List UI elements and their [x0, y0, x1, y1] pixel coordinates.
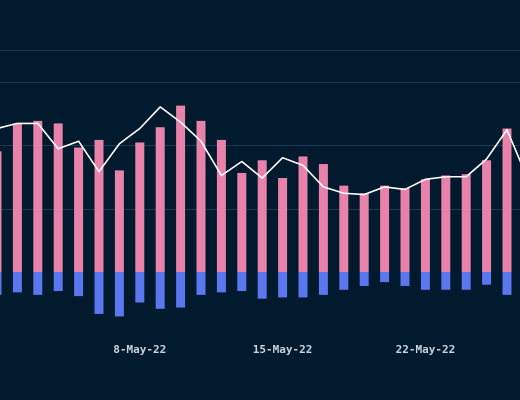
bar-negative: [135, 272, 145, 303]
bar-positive: [53, 123, 63, 272]
bar-negative: [461, 272, 471, 290]
bar-negative: [380, 272, 390, 283]
bar-positive: [298, 156, 308, 272]
bar-positive: [441, 175, 451, 272]
bar-positive: [0, 151, 2, 272]
bar-negative: [420, 272, 430, 290]
bar-positive: [318, 164, 328, 272]
bar-negative: [359, 272, 369, 286]
bar-negative: [74, 272, 84, 297]
bar-positive: [380, 185, 390, 272]
bar-negative: [257, 272, 267, 299]
bar-negative: [216, 272, 226, 293]
bar-negative: [196, 272, 206, 295]
bar-positive: [278, 178, 288, 272]
bar-positive: [216, 139, 226, 272]
bar-positive: [196, 120, 206, 273]
bar-positive: [176, 105, 186, 272]
bar-positive: [461, 174, 471, 272]
bar-positive: [339, 185, 349, 272]
bar-negative: [94, 272, 104, 314]
bar-negative: [298, 272, 308, 298]
bar-positive: [420, 179, 430, 272]
bar-negative: [237, 272, 247, 292]
bar-positive: [135, 142, 145, 272]
bar-positive: [12, 123, 22, 272]
bar-positive: [33, 120, 43, 273]
bar-negative: [0, 272, 2, 295]
trend-line: [0, 106, 520, 196]
bar-positive: [359, 193, 369, 272]
x-tick-label: 15-May-22: [253, 343, 313, 356]
bar-positive: [237, 172, 247, 272]
bar-positive: [502, 128, 512, 272]
bar-negative: [441, 272, 451, 290]
bar-positive: [74, 147, 84, 272]
bar-negative: [12, 272, 22, 293]
bar-negative: [339, 272, 349, 290]
bar-negative: [155, 272, 165, 309]
bar-negative: [53, 272, 63, 292]
bar-positive: [482, 160, 492, 272]
bar-negative: [278, 272, 288, 298]
bar-negative: [114, 272, 124, 317]
bar-negative: [482, 272, 492, 285]
bar-positive: [114, 170, 124, 272]
bar-positive: [94, 139, 104, 272]
bar-negative: [318, 272, 328, 295]
bar-positive: [155, 127, 165, 272]
bar-positive: [257, 160, 267, 272]
bar-negative: [176, 272, 186, 308]
x-tick-label: 8-May-22: [113, 343, 166, 356]
bar-negative: [400, 272, 410, 286]
x-tick-label: 22-May-22: [396, 343, 456, 356]
bar-negative: [502, 272, 512, 295]
bar-negative: [33, 272, 43, 295]
bar-positive: [400, 188, 410, 272]
